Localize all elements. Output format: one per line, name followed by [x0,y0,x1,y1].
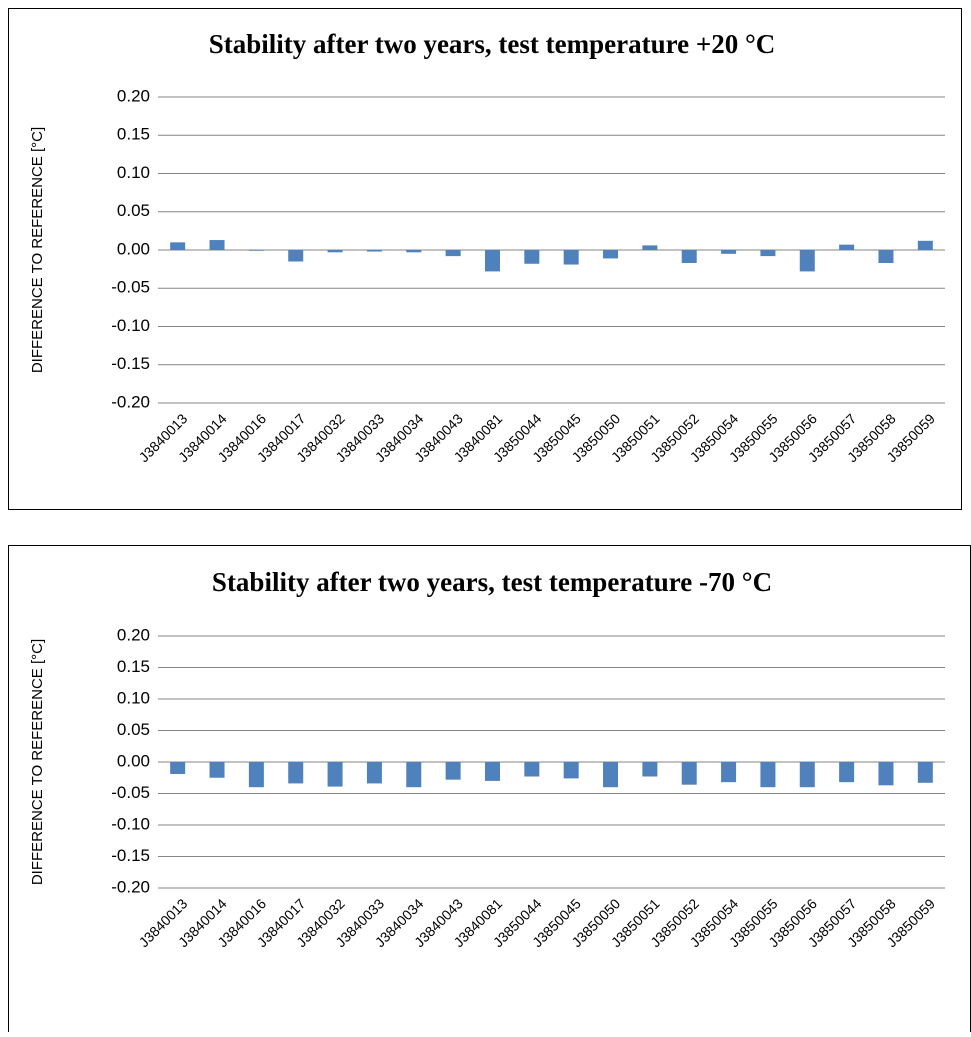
bar [524,762,540,777]
y-tick-label: 0.05 [117,201,150,220]
y-tick-label: 0.20 [117,86,150,105]
bar [170,242,186,250]
bar [445,762,461,780]
y-tick-label: 0.15 [117,125,150,144]
bar [406,250,422,253]
chart-title: Stability after two years, test temperat… [209,29,776,59]
bar [484,762,500,781]
y-tick-label: -0.10 [111,814,150,833]
y-tick-label: -0.20 [111,392,150,411]
bar [445,250,461,257]
y-tick-label: 0.10 [117,688,150,707]
bar [209,762,225,778]
bar [839,762,855,783]
chart-frame [8,545,971,1037]
bar [406,762,422,788]
bar [642,762,658,777]
bar [327,762,343,787]
y-tick-label: -0.15 [111,846,150,865]
bar [524,250,540,264]
y-axis-label: DIFFERENCE TO REFERENCE [°C] [29,127,46,373]
y-tick-label: -0.10 [111,316,150,335]
bar [760,250,776,257]
bar [799,762,815,788]
bar [917,240,933,250]
bar [681,762,697,785]
bar [366,250,382,252]
y-tick-label: -0.15 [111,354,150,373]
y-tick-label: 0.05 [117,720,150,739]
y-tick-label: -0.05 [111,278,150,297]
y-tick-label: 0.00 [117,751,150,770]
bar [288,250,304,262]
bar [603,762,619,788]
y-tick-label: 0.15 [117,657,150,676]
y-tick-label: -0.05 [111,783,150,802]
bar [721,250,737,254]
bar [484,250,500,272]
bar [603,250,619,259]
bar [721,762,737,783]
bar [681,250,697,264]
bar [288,762,304,784]
bar [366,762,382,784]
chart-title: Stability after two years, test temperat… [212,567,772,597]
bar [917,762,933,783]
y-tick-label: 0.10 [117,163,150,182]
bar [760,762,776,788]
bar [327,250,343,253]
y-tick-label: -0.20 [111,877,150,896]
bar [248,762,264,788]
bar [209,240,225,250]
y-axis-label: DIFFERENCE TO REFERENCE [°C] [29,639,46,885]
bar [563,762,579,779]
bar [839,244,855,250]
bar [878,762,894,786]
y-tick-label: 0.00 [117,239,150,258]
chart-frame [8,8,962,510]
y-tick-label: 0.20 [117,625,150,644]
bar [799,250,815,272]
bar [563,250,579,265]
bar [642,245,658,250]
bar [248,250,264,251]
bar [170,762,186,774]
bar [878,250,894,264]
